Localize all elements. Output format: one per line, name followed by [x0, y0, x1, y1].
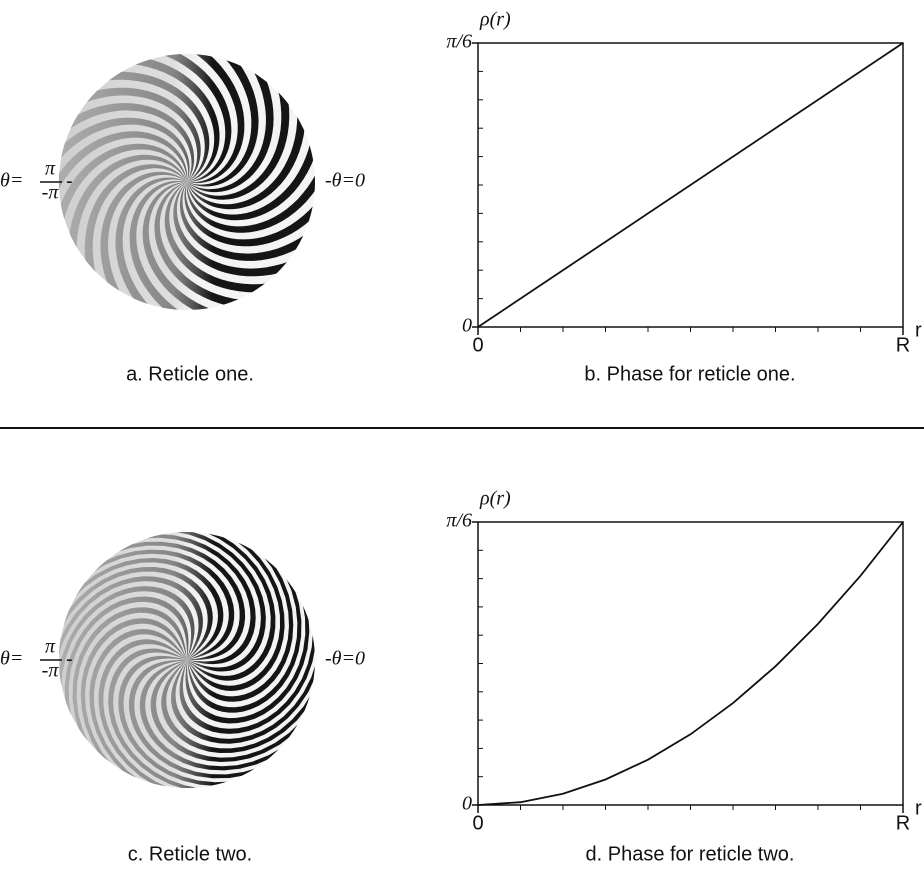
theta-right: -θ=0	[325, 170, 365, 192]
y-tick-label: π/6	[446, 31, 472, 53]
reticle	[53, 48, 322, 317]
reticle-shade	[59, 54, 315, 310]
theta-numerator: π	[45, 636, 56, 658]
y-tick-label: 0	[462, 315, 472, 337]
theta-right: -θ=0	[325, 648, 365, 670]
theta-dash: -	[66, 648, 73, 670]
plot-frame	[478, 522, 903, 805]
y-axis-label: ρ(r)	[479, 488, 511, 510]
caption: c. Reticle two.	[128, 843, 252, 865]
caption: b. Phase for reticle one.	[584, 363, 795, 385]
reticle-shade	[59, 532, 315, 788]
reticle	[53, 526, 322, 795]
caption: d. Phase for reticle two.	[586, 843, 795, 865]
x-tick-label: R	[896, 334, 910, 356]
theta-denominator: -π	[42, 660, 60, 682]
y-tick-label: 0	[462, 793, 472, 815]
theta-dash: -	[66, 170, 73, 192]
y-tick-label: π/6	[446, 510, 472, 532]
phase-curve	[478, 43, 903, 327]
phase-curve	[478, 522, 903, 805]
x-axis-label: r	[915, 797, 922, 819]
x-tick-label: 0	[472, 334, 483, 356]
theta-denominator: -π	[42, 182, 60, 204]
theta-left: θ=	[0, 648, 23, 670]
x-tick-label: 0	[472, 812, 483, 834]
theta-numerator: π	[45, 158, 56, 180]
caption: a. Reticle one.	[126, 363, 254, 385]
y-axis-label: ρ(r)	[479, 9, 511, 31]
x-axis-label: r	[915, 319, 922, 341]
x-tick-label: R	[896, 812, 910, 834]
figure: θ=π-π--θ=0a. Reticle one.θ=π-π--θ=0c. Re…	[0, 0, 924, 884]
theta-left: θ=	[0, 170, 23, 192]
